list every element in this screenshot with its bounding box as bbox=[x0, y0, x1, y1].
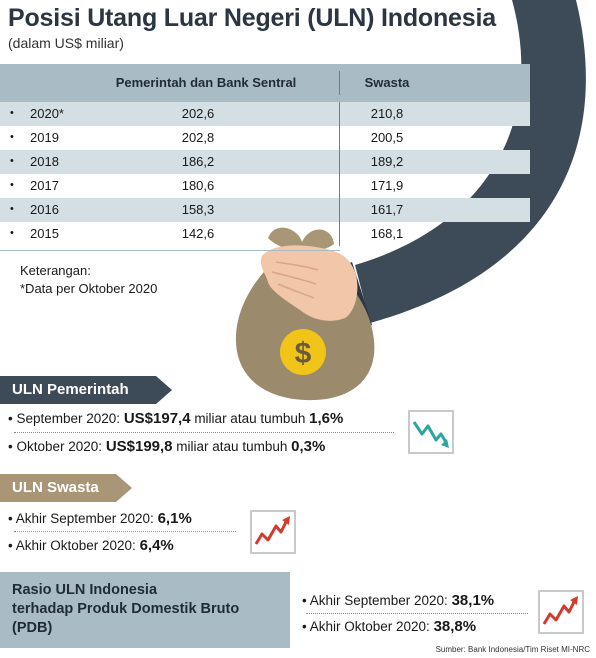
page-subtitle: (dalam US$ miliar) bbox=[8, 35, 124, 51]
bag-body-shape bbox=[235, 255, 375, 401]
row-pemerintah: 186,2 bbox=[181, 154, 215, 169]
row-pemerintah: 202,8 bbox=[181, 130, 215, 145]
rasio-sept-value: 38,1% bbox=[451, 592, 495, 609]
pemerintah-okt-value: US$199,8 bbox=[105, 438, 173, 455]
debt-table: Pemerintah dan Bank Sentral Swasta • 2020… bbox=[0, 64, 530, 251]
pemerintah-sept-line: • September 2020: US$197,4 miliar atau t… bbox=[8, 410, 344, 427]
table-row: • 2019 202,8 200,5 bbox=[0, 126, 530, 150]
swasta-okt-label: Akhir Oktober 2020: bbox=[15, 538, 136, 553]
pemerintah-okt-line: • Oktober 2020: US$199,8 miliar atau tum… bbox=[8, 438, 326, 455]
row-pemerintah: 180,6 bbox=[181, 178, 215, 193]
rasio-okt-value: 38,8% bbox=[433, 618, 477, 635]
table-row: • 2018 186,2 189,2 bbox=[0, 150, 530, 174]
rasio-sept-label: Akhir September 2020: bbox=[309, 593, 448, 608]
dollar-circle bbox=[280, 329, 326, 375]
swasta-okt-value: 6,4% bbox=[139, 537, 174, 554]
source-credit: Sumber: Bank Indonesia/Tim Riset MI-NRC bbox=[435, 645, 590, 654]
row-year: 2015 bbox=[30, 226, 59, 241]
row-swasta: 161,7 bbox=[370, 202, 404, 217]
rasio-title-line-1: Rasio ULN Indonesia bbox=[12, 582, 158, 598]
page-title: Posisi Utang Luar Negeri (ULN) Indonesia bbox=[8, 4, 496, 32]
uln-pemerintah-banner: ULN Pemerintah bbox=[0, 376, 172, 404]
trend-down-icon bbox=[408, 410, 454, 454]
rasio-okt-label: Akhir Oktober 2020: bbox=[309, 619, 430, 634]
rasio-okt-line: • Akhir Oktober 2020: 38,8% bbox=[302, 618, 477, 635]
row-swasta: 200,5 bbox=[370, 130, 404, 145]
note-text: *Data per Oktober 2020 bbox=[20, 281, 158, 296]
uln-swasta-banner: ULN Swasta bbox=[0, 474, 132, 502]
row-year: 2017 bbox=[30, 178, 59, 193]
dollar-sign: $ bbox=[295, 337, 312, 370]
pemerintah-okt-growth: 0,3% bbox=[291, 438, 326, 455]
row-pemerintah: 202,6 bbox=[181, 106, 215, 121]
row-year: 2019 bbox=[30, 130, 59, 145]
swasta-sept-value: 6,1% bbox=[157, 510, 192, 527]
pemerintah-okt-label: Oktober 2020: bbox=[16, 439, 103, 454]
table-row: • 2020* 202,6 210,8 bbox=[0, 102, 530, 126]
table-note: Keterangan: *Data per Oktober 2020 bbox=[20, 262, 157, 298]
bag-neck-shape bbox=[274, 250, 330, 268]
row-swasta: 210,8 bbox=[370, 106, 404, 121]
pemerintah-okt-mid: miliar atau tumbuh bbox=[176, 439, 288, 454]
trend-up-icon bbox=[250, 510, 296, 554]
swasta-okt-line: • Akhir Oktober 2020: 6,4% bbox=[8, 537, 174, 554]
sleeve-cuff bbox=[340, 262, 372, 330]
header-swasta: Swasta bbox=[364, 75, 410, 90]
header-pemerintah: Pemerintah dan Bank Sentral bbox=[115, 75, 297, 90]
swasta-sept-line: • Akhir September 2020: 6,1% bbox=[8, 510, 192, 527]
row-swasta: 168,1 bbox=[370, 226, 404, 241]
table-row: • 2017 180,6 171,9 bbox=[0, 174, 530, 198]
pemerintah-sept-label: September 2020: bbox=[16, 411, 121, 426]
table-row: • 2016 158,3 161,7 bbox=[0, 198, 530, 222]
pemerintah-sept-value: US$197,4 bbox=[123, 410, 191, 427]
row-year: 2016 bbox=[30, 202, 59, 217]
row-swasta: 189,2 bbox=[370, 154, 404, 169]
pemerintah-sept-mid: miliar atau tumbuh bbox=[194, 411, 306, 426]
table-header: Pemerintah dan Bank Sentral Swasta bbox=[0, 64, 530, 102]
row-pemerintah: 158,3 bbox=[181, 202, 215, 217]
rasio-title-line-2: terhadap Produk Domestik Bruto bbox=[12, 601, 240, 617]
note-label: Keterangan: bbox=[20, 263, 91, 278]
rasio-title-line-3: (PDB) bbox=[12, 620, 53, 636]
trend-up-icon bbox=[538, 590, 584, 634]
row-year: 2020* bbox=[30, 106, 64, 121]
rasio-box: Rasio ULN Indonesia terhadap Produk Dome… bbox=[0, 572, 290, 648]
table-row: • 2015 142,6 168,1 bbox=[0, 222, 530, 246]
row-swasta: 171,9 bbox=[370, 178, 404, 193]
row-pemerintah: 142,6 bbox=[181, 226, 215, 241]
swasta-sept-label: Akhir September 2020: bbox=[15, 511, 154, 526]
rasio-sept-line: • Akhir September 2020: 38,1% bbox=[302, 592, 495, 609]
pemerintah-sept-growth: 1,6% bbox=[309, 410, 344, 427]
hand-shape bbox=[260, 245, 358, 321]
row-year: 2018 bbox=[30, 154, 59, 169]
